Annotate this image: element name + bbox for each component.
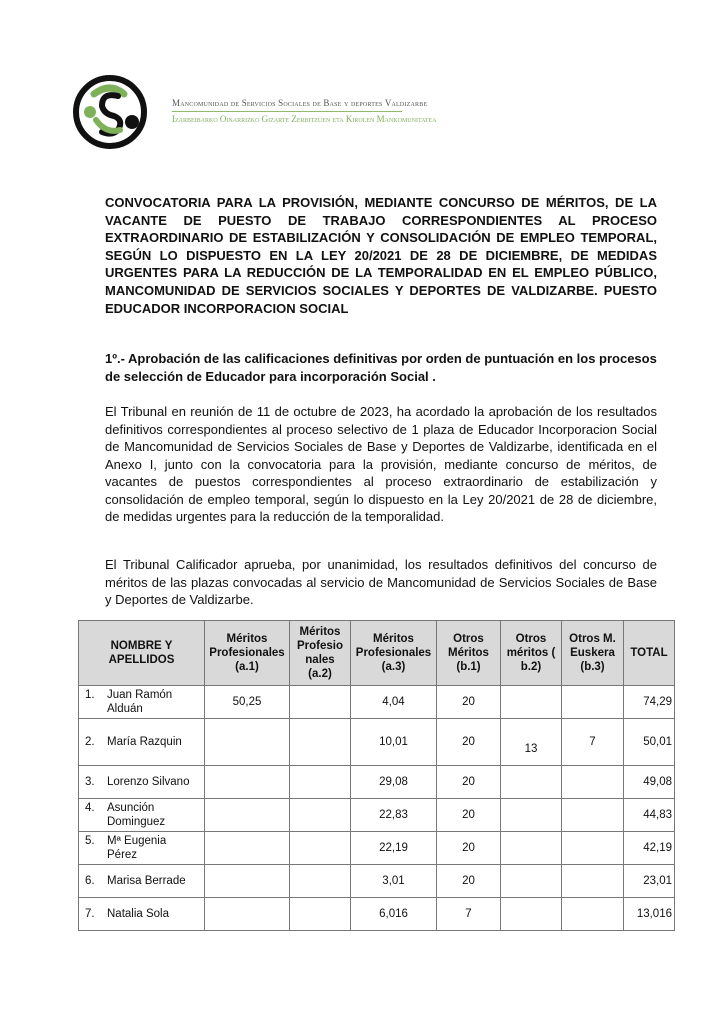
organization-logo (73, 75, 147, 149)
col-header-b2: Otros méritos ( b.2) (500, 620, 562, 686)
col-header-name: NOMBRE Y APELLIDOS (78, 620, 205, 686)
cell-total: 23,01 (623, 864, 675, 898)
col-header-a3: Méritos Profesionales (a.3) (350, 620, 437, 686)
paragraph-1: El Tribunal en reunión de 11 de octubre … (105, 404, 657, 524)
paragraph-2: El Tribunal Calificador aprueba, por una… (105, 557, 657, 607)
candidate-name: Lorenzo Silvano (107, 776, 190, 788)
cell-a3: 22,83 (350, 798, 437, 832)
cell-a2 (289, 718, 351, 766)
results-table: NOMBRE Y APELLIDOS Méritos Profesionales… (78, 620, 675, 931)
cell-b3 (561, 831, 624, 865)
cell-a3: 3,01 (350, 864, 437, 898)
cell-a1 (204, 831, 290, 865)
section-title: 1º.- Aprobación de las calificaciones de… (105, 351, 657, 384)
cell-a1 (204, 798, 290, 832)
cell-a1 (204, 765, 290, 799)
cell-b3: 7 (561, 718, 624, 766)
col-header-a1: Méritos Profesionales (a.1) (204, 620, 290, 686)
candidate-name: Juan Ramón Alduán (107, 689, 173, 715)
cell-a2 (289, 765, 351, 799)
cell-name: 6. Marisa Berrade (78, 864, 205, 898)
cell-name: 4. Asunción Dominguez (78, 798, 205, 832)
cell-b1: 7 (436, 897, 501, 931)
cell-b3 (561, 798, 624, 832)
cell-b2 (500, 831, 562, 865)
cell-name: 3. Lorenzo Silvano (78, 765, 205, 799)
col-header-b1: Otros Méritos (b.1) (436, 620, 501, 686)
cell-b1: 20 (436, 718, 501, 766)
row-number: 6. (85, 875, 95, 887)
organization-name-eu: Izarbeibarko Oinarrizko Gizarte Zerbitzu… (172, 114, 437, 124)
cell-a1 (204, 897, 290, 931)
cell-b1: 20 (436, 685, 501, 719)
col-header-b3: Otros M. Euskera (b.3) (561, 620, 624, 686)
cell-a3: 10,01 (350, 718, 437, 766)
cell-a2 (289, 864, 351, 898)
row-number: 5. (85, 835, 95, 847)
row-number: 7. (85, 908, 95, 920)
table-row: 1. Juan Ramón Alduán 50,25 4,04 20 74,29 (78, 685, 675, 719)
cell-a3: 29,08 (350, 765, 437, 799)
cell-total: 13,016 (623, 897, 675, 931)
cell-a2 (289, 685, 351, 719)
cell-b3 (561, 897, 624, 931)
cell-b2 (500, 864, 562, 898)
cell-name: 1. Juan Ramón Alduán (78, 685, 205, 719)
candidate-name: Marisa Berrade (107, 875, 186, 887)
cell-name: 2. María Razquin (78, 718, 205, 766)
candidate-name: María Razquin (107, 736, 182, 748)
cell-a3: 4,04 (350, 685, 437, 719)
cell-b2 (500, 685, 562, 719)
candidate-name: Asunción Dominguez (107, 802, 166, 828)
cell-b1: 20 (436, 831, 501, 865)
cell-a3: 22,19 (350, 831, 437, 865)
cell-a2 (289, 831, 351, 865)
row-number: 4. (85, 802, 95, 814)
cell-b2 (500, 765, 562, 799)
candidate-name: Natalia Sola (107, 908, 170, 920)
cell-b3 (561, 765, 624, 799)
table-row: 6. Marisa Berrade 3,01 20 23,01 (78, 864, 675, 898)
cell-a2 (289, 897, 351, 931)
organization-name-es: Mancomunidad de Servicios Sociales de Ba… (172, 98, 428, 108)
cell-total: 50,01 (623, 718, 675, 766)
table-header-row: NOMBRE Y APELLIDOS Méritos Profesionales… (78, 620, 675, 686)
cell-a1 (204, 718, 290, 766)
cell-total: 42,19 (623, 831, 675, 865)
cell-b1: 20 (436, 864, 501, 898)
cell-total: 44,83 (623, 798, 675, 832)
cell-total: 74,29 (623, 685, 675, 719)
row-number: 2. (85, 736, 95, 748)
cell-total: 49,08 (623, 765, 675, 799)
table-row: 5. Mª Eugenia Pérez 22,19 20 42,19 (78, 831, 675, 865)
row-number: 1. (85, 689, 95, 701)
table-row: 4. Asunción Dominguez 22,83 20 44,83 (78, 798, 675, 832)
cell-name: 5. Mª Eugenia Pérez (78, 831, 205, 865)
col-header-a2: Méritos Profesio nales (a.2) (289, 620, 351, 686)
cell-b2: 13 (500, 718, 562, 766)
cell-b1: 20 (436, 798, 501, 832)
table-row: 7. Natalia Sola 6,016 7 13,016 (78, 897, 675, 931)
table-row: 3. Lorenzo Silvano 29,08 20 49,08 (78, 765, 675, 799)
cell-b3 (561, 864, 624, 898)
table-row: 2. María Razquin 10,01 20 13 7 50,01 (78, 718, 675, 766)
cell-a1: 50,25 (204, 685, 290, 719)
cell-b3 (561, 685, 624, 719)
cell-b2 (500, 897, 562, 931)
logo-divider (172, 111, 402, 112)
cell-name: 7. Natalia Sola (78, 897, 205, 931)
cell-b1: 20 (436, 765, 501, 799)
cell-a1 (204, 864, 290, 898)
cell-a2 (289, 798, 351, 832)
row-number: 3. (85, 776, 95, 788)
candidate-name: Mª Eugenia Pérez (107, 835, 167, 861)
document-heading: CONVOCATORIA PARA LA PROVISIÓN, MEDIANTE… (105, 195, 657, 316)
cell-a3: 6,016 (350, 897, 437, 931)
cell-b2 (500, 798, 562, 832)
col-header-total: TOTAL (623, 620, 675, 686)
